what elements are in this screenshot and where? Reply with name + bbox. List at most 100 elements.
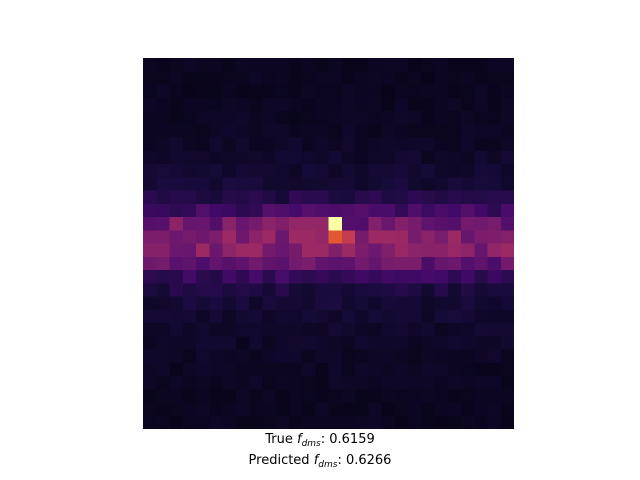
heatmap-cell [143,71,157,85]
heatmap-cell [249,309,263,324]
heatmap-cell [408,415,422,429]
heatmap-cell [421,190,435,205]
heatmap-cell [169,58,184,72]
heatmap-cell [394,296,409,311]
heatmap-cell [182,150,197,165]
heatmap-cell [421,203,435,218]
heatmap-cell [421,243,435,258]
heatmap-cell [394,124,409,138]
heatmap-cell [262,270,276,284]
heatmap-cell [196,150,210,165]
heatmap-cell [249,177,263,191]
heatmap-cell [368,376,382,390]
heatmap-cell [235,389,250,403]
heatmap-cell [421,349,435,364]
heatmap-cell [169,71,184,85]
heatmap-cell [474,376,488,390]
heatmap-cell [143,402,157,417]
heatmap-cell [315,376,329,390]
heatmap-cell [262,164,276,178]
heatmap-cell [196,270,210,284]
heatmap-cell [421,336,435,350]
heatmap-cell [474,137,488,152]
heatmap-cell [434,336,449,350]
heatmap-cell [500,203,514,218]
heatmap-cell [341,58,356,72]
heatmap-cell [368,296,382,311]
heatmap-cell [474,111,488,125]
heatmap-cell [275,309,290,324]
heatmap-cell [196,230,210,244]
heatmap-cell [394,111,409,125]
heatmap-cell [275,137,290,152]
heatmap-cell [143,349,157,364]
heatmap-cell [408,97,422,112]
heatmap-cell [288,415,303,429]
heatmap-cell [447,97,462,112]
heatmap-cell [394,283,409,297]
heatmap-cell [235,376,250,390]
heatmap-cell [209,71,223,85]
heatmap-cell [169,111,184,125]
heatmap-cell [262,362,276,377]
heatmap-cell [355,164,369,178]
heatmap-cell [275,124,290,138]
heatmap-cell [447,349,462,364]
heatmap-cell [262,296,276,311]
heatmap-cell [275,336,290,350]
heatmap-cell [421,217,435,231]
heatmap-cell [302,270,316,284]
heatmap-cell [222,415,237,429]
heatmap-cell [143,177,157,191]
heatmap-cell [487,376,502,390]
heatmap-cell [196,283,210,297]
heatmap-cell [474,389,488,403]
heatmap-cell [487,177,502,191]
heatmap-cell [487,362,502,377]
heatmap-cell [355,283,369,297]
heatmap-cell [275,362,290,377]
heatmap-cell [143,243,157,258]
heatmap-cell [275,190,290,205]
heatmap-cell [408,349,422,364]
heatmap-cell [368,58,382,72]
heatmap-cell [249,323,263,337]
heatmap-cell [355,203,369,218]
heatmap-cell [434,362,449,377]
heatmap-cell [169,349,184,364]
heatmap-cell [169,389,184,403]
heatmap-cell [288,190,303,205]
heatmap-cell [156,164,170,178]
heatmap-cell [209,402,223,417]
heatmap-cell [262,97,276,112]
heatmap-cell [169,309,184,324]
heatmap-cell [302,177,316,191]
heatmap-cell [275,150,290,165]
heatmap-cell [235,58,250,72]
heatmap-cell [500,137,514,152]
heatmap-cell [341,402,356,417]
heatmap-cell [302,283,316,297]
heatmap-cell [461,177,475,191]
heatmap-cell [302,150,316,165]
heatmap-cell [368,309,382,324]
heatmap-cell [408,58,422,72]
heatmap-cell [328,150,343,165]
heatmap-cell [288,137,303,152]
heatmap-cell [262,349,276,364]
heatmap-cell [447,111,462,125]
heatmap-cell [474,415,488,429]
heatmap-cell [381,323,396,337]
heatmap-cell [288,349,303,364]
heatmap-cell [474,243,488,258]
heatmap-cell [315,203,329,218]
heatmap-cell [461,164,475,178]
heatmap-cell [288,362,303,377]
heatmap-cell [434,124,449,138]
heatmap-cell [381,124,396,138]
heatmap-cell [474,296,488,311]
heatmap-cell [368,256,382,271]
heatmap-cell [182,71,197,85]
heatmap-cell [394,323,409,337]
heatmap-cell [461,389,475,403]
